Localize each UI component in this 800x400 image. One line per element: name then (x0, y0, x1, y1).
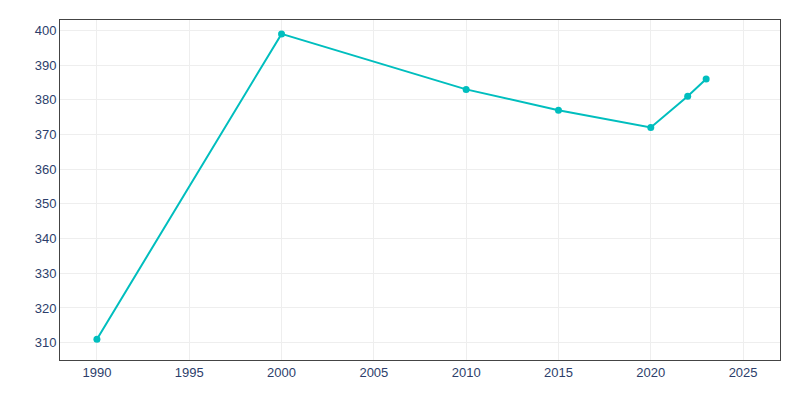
svg-text:350: 350 (35, 196, 57, 211)
svg-text:330: 330 (35, 266, 57, 281)
svg-text:2015: 2015 (544, 365, 573, 380)
svg-text:310: 310 (35, 335, 57, 350)
svg-text:400: 400 (35, 23, 57, 38)
svg-text:340: 340 (35, 231, 57, 246)
svg-text:1990: 1990 (82, 365, 111, 380)
svg-text:370: 370 (35, 127, 57, 142)
svg-text:1995: 1995 (175, 365, 204, 380)
svg-text:2010: 2010 (452, 365, 481, 380)
svg-text:2025: 2025 (729, 365, 758, 380)
svg-text:320: 320 (35, 301, 57, 316)
svg-text:390: 390 (35, 58, 57, 73)
svg-text:380: 380 (35, 92, 57, 107)
svg-text:2000: 2000 (267, 365, 296, 380)
svg-text:2020: 2020 (636, 365, 665, 380)
svg-text:360: 360 (35, 162, 57, 177)
svg-text:2005: 2005 (359, 365, 388, 380)
